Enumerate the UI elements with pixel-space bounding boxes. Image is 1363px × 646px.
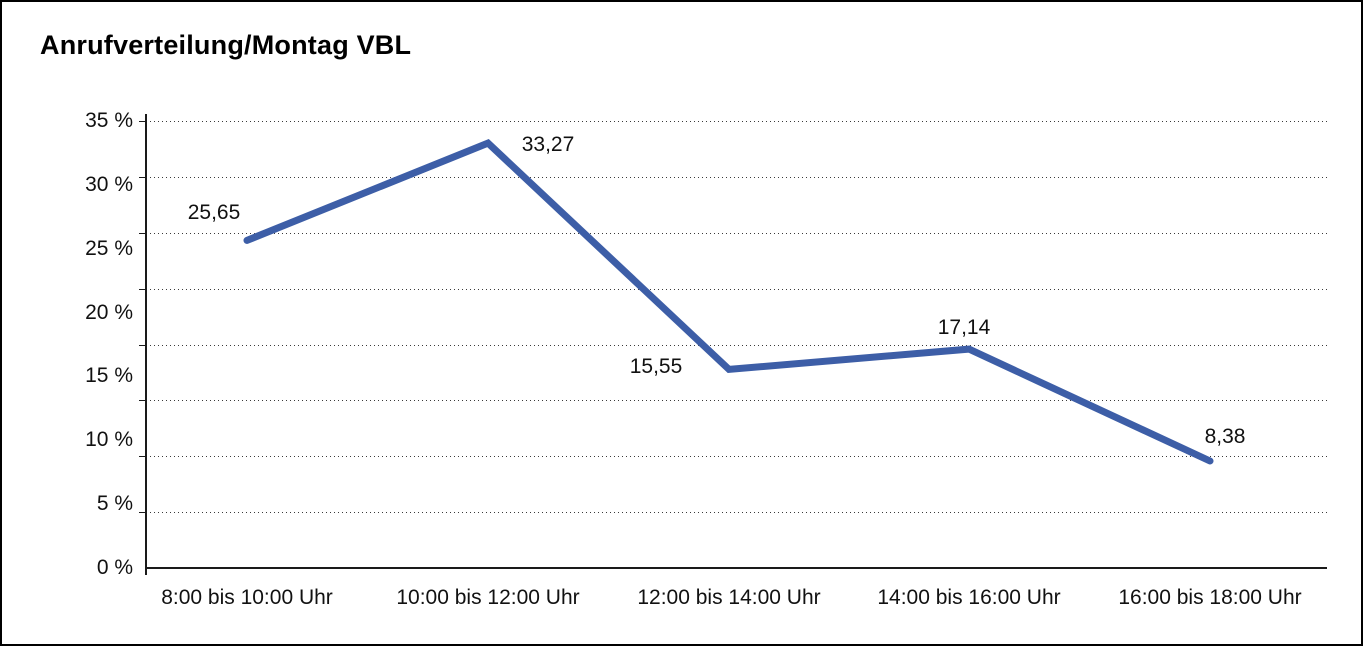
y-axis-tick — [139, 512, 146, 514]
y-axis-tick — [139, 121, 146, 122]
x-category-label: 8:00 bis 10:00 Uhr — [161, 586, 333, 609]
x-axis-tick — [145, 569, 147, 575]
gridline — [146, 512, 1327, 514]
y-axis-tick — [139, 344, 146, 346]
data-point-label: 8,38 — [1204, 424, 1246, 448]
gridline — [146, 400, 1327, 402]
x-category-label: 10:00 bis 12:00 Uhr — [396, 586, 580, 609]
y-tick-label: 10 % — [85, 428, 133, 452]
x-axis-line — [145, 567, 1327, 569]
y-tick-label: 15 % — [85, 364, 133, 388]
x-category-label: 12:00 bis 14:00 Uhr — [637, 586, 821, 609]
gridline — [146, 121, 1327, 122]
y-axis-line — [145, 114, 147, 572]
gridline — [146, 456, 1327, 458]
y-axis-tick — [139, 400, 146, 402]
gridline — [146, 232, 1327, 234]
data-line-path — [243, 139, 1214, 465]
y-tick-label: 25 % — [85, 236, 133, 260]
data-point-label: 25,65 — [187, 201, 241, 225]
x-category-label: 14:00 bis 16:00 Uhr — [877, 586, 1061, 609]
x-category-label: 16:00 bis 18:00 Uhr — [1118, 586, 1302, 609]
y-axis-tick — [139, 232, 146, 234]
data-point-label: 15,55 — [629, 355, 683, 379]
gridline — [146, 288, 1327, 290]
y-axis-tick — [139, 176, 146, 178]
y-tick-label: 0 % — [96, 556, 133, 579]
chart-title: Anrufverteilung/Montag VBL — [40, 30, 412, 60]
y-tick-label: 35 % — [85, 109, 133, 132]
data-point-label: 17,14 — [937, 316, 991, 340]
data-point-label: 33,27 — [521, 133, 575, 157]
gridline — [146, 176, 1327, 178]
y-tick-label: 30 % — [85, 172, 133, 196]
y-tick-label: 20 % — [85, 300, 133, 324]
y-axis-tick — [139, 456, 146, 458]
y-tick-label: 5 % — [96, 492, 133, 516]
y-axis-tick — [139, 288, 146, 290]
gridline — [146, 344, 1327, 346]
